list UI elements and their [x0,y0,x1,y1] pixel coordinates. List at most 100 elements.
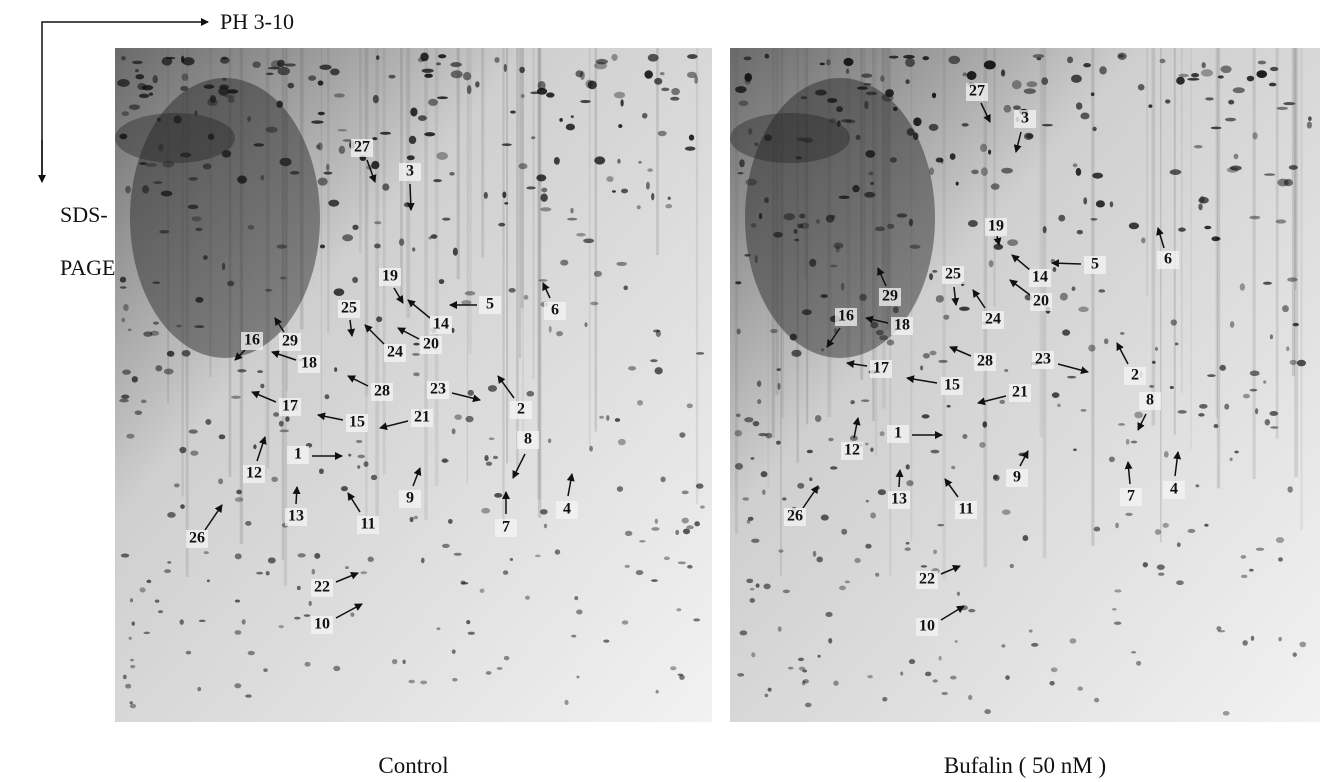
spot-arrow [251,391,277,403]
spot-arrow [1137,413,1147,431]
gel-spot [174,483,180,488]
gel-spot [677,561,686,565]
gel-spot [436,96,449,100]
gel-spot [436,62,441,66]
gel-spot [885,89,894,98]
gel-spot [1117,423,1126,426]
label-backdrop [371,383,393,401]
gel-spot [1296,359,1307,367]
gel-spot [319,468,324,475]
gel-spot [879,431,885,437]
gel-spot [187,204,199,210]
gel-spot [655,329,661,338]
gel-spot [424,73,433,78]
gel-spot [1071,286,1076,292]
gel-spot [962,434,968,439]
gel-streak [734,48,739,534]
gel-spot [1137,83,1145,91]
gel-spot [1278,557,1283,562]
gel-streak [481,48,485,258]
gel-spot [413,342,420,346]
gel-spot [979,143,988,153]
gel-spot [896,213,908,218]
gel-spot [145,163,158,167]
gel-spot [651,579,658,582]
gel-spot [565,123,576,131]
gel-spot [925,671,932,677]
gel-spot [635,570,644,576]
gel-spot [864,100,869,110]
label-backdrop [186,530,208,548]
gel-spot [203,255,208,260]
label-backdrop [1030,293,1052,311]
gel-spot [181,73,189,81]
gel-spot [1156,564,1165,570]
gel-spot [794,238,800,242]
gel-spot [865,499,869,503]
gel-spot [421,68,434,73]
spot-arrow [972,289,986,309]
gel-spot [135,74,145,80]
spot-arrow [877,267,887,287]
gel-spot [865,543,872,549]
gel-spot [621,620,629,625]
spot-label: 28 [977,353,993,370]
gel-spot [319,244,326,249]
gel-spot [889,157,897,163]
gel-streak [320,48,322,456]
gel-spot [746,519,751,524]
spot-arrow [1173,451,1182,477]
spot-arrow [379,420,409,431]
gel-spot [618,124,623,128]
gel-spot [1059,292,1068,301]
gel-spot [797,657,805,662]
spot-label: 9 [1013,469,1021,486]
gel-spot [1159,58,1166,64]
gel-spot [988,260,994,268]
gel-spot [659,71,665,76]
gel-spot [1169,169,1182,175]
spot-label: 19 [382,268,398,285]
gel-spot [655,689,659,694]
label-backdrop [887,425,909,443]
gel-spot [938,656,942,661]
gel-spot [1023,88,1036,95]
gel-streak [1160,48,1162,543]
gel-spot [553,156,560,165]
gel-spot [278,625,284,629]
gel-spot [234,630,242,635]
gel-spot [820,348,825,352]
spot-arrow [940,605,965,621]
gel-spot [806,449,813,454]
gel-spot [962,72,967,77]
gel-spot [158,610,163,614]
gel-spot [841,528,848,535]
gel-streak [265,48,267,475]
gel-streak [1173,48,1176,435]
gel-spot [120,553,130,558]
gel-spot [576,233,586,237]
gel-spot [763,583,771,590]
gel-spot [1093,526,1101,532]
gel-spot [503,63,507,73]
gel-spot [750,457,755,460]
gel-spot [686,403,693,409]
gel-spot [1282,305,1289,313]
gel-spot [496,667,503,670]
gel-spot [654,77,663,85]
gel-spot [227,89,239,94]
spot-label: 24 [387,344,403,361]
gel-spot [1187,528,1196,533]
spot-label: 13 [288,508,304,525]
gel-spot [303,614,311,617]
gel-spot [639,540,646,543]
gel-spot [755,583,760,588]
label-backdrop [1032,351,1054,369]
gel-spot [221,149,232,158]
gel-spot [796,137,805,142]
gel-spot [751,538,760,543]
gel-spot [447,518,453,524]
gel-spot [817,654,821,658]
spot-label: 22 [919,571,935,588]
